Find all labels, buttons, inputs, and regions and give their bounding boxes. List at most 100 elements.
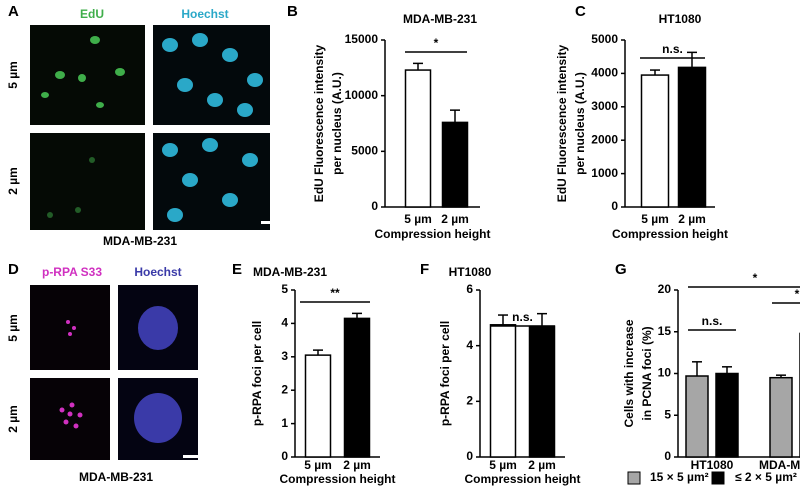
x-tick-label: 5 µm <box>641 212 669 226</box>
nucleus <box>138 306 178 350</box>
panel-letter: E <box>232 261 242 278</box>
chart-title: HT1080 <box>659 12 702 26</box>
edu-nuclei <box>41 36 125 218</box>
chart-title: MDA-MB-231 <box>253 265 327 279</box>
image <box>30 378 110 460</box>
significance-label: ** <box>330 286 340 300</box>
y-axis-label: EdU Fluorescence intensity <box>312 44 326 202</box>
y-tick-label: 5000 <box>591 32 618 46</box>
significance-label: n.s. <box>512 310 533 324</box>
panel-letter: B <box>287 3 298 20</box>
x-tick-label: 2 µm <box>343 458 371 472</box>
channel-label: p-RPA S33 <box>42 265 102 279</box>
legend-label: ≤ 2 × 5 µm² <box>735 470 797 484</box>
y-axis-label: p-RPA foci per cell <box>250 321 264 426</box>
panel-letter: G <box>615 261 627 278</box>
y-tick-label: 6 <box>466 282 473 296</box>
y-tick-label: 5 <box>664 407 671 421</box>
bar <box>640 74 670 208</box>
significance-label: n.s. <box>662 42 683 56</box>
x-tick-label: 5 µm <box>489 458 517 472</box>
y-tick-label: 10000 <box>345 88 379 102</box>
channel-label: Hoechst <box>134 265 181 279</box>
y-tick-label: 10 <box>658 366 672 380</box>
bar <box>769 376 793 458</box>
significance-label: * <box>434 36 439 50</box>
y-tick-label: 20 <box>658 282 672 296</box>
row-label: 5 µm <box>6 314 20 342</box>
bar <box>489 324 517 458</box>
significance-label: * <box>753 271 758 285</box>
y-tick-label: 5000 <box>351 144 378 158</box>
x-axis-label: Compression height <box>464 472 580 486</box>
y-tick-label: 0 <box>664 449 671 463</box>
y-tick-label: 2 <box>466 394 473 408</box>
y-tick-label: 15000 <box>345 32 379 46</box>
hoechst-nuclei <box>162 33 263 222</box>
y-axis-label: Cells with increase <box>622 319 636 427</box>
rpa-foci <box>59 320 83 429</box>
image <box>30 285 110 370</box>
channel-label: Hoechst <box>181 7 228 21</box>
legend-swatch <box>627 471 641 485</box>
channel-label: EdU <box>80 7 104 21</box>
row-label: 5 µm <box>6 61 20 89</box>
x-tick-label: HT1080 <box>691 458 734 472</box>
scale-bar <box>183 455 199 458</box>
panel-letter: A <box>8 3 19 20</box>
y-axis-label: per nucleus (A.U.) <box>330 72 344 175</box>
x-tick-label: 2 µm <box>528 458 556 472</box>
bar <box>715 372 739 458</box>
bar <box>685 375 709 458</box>
bar <box>528 325 556 458</box>
y-tick-label: 0 <box>466 449 473 463</box>
panel-letter: C <box>575 3 586 20</box>
y-tick-label: 1000 <box>591 166 618 180</box>
y-tick-label: 0 <box>611 199 618 213</box>
significance-label: * <box>795 287 800 301</box>
legend-swatch <box>711 471 725 485</box>
y-axis-label: in PCNA foci (%) <box>640 326 654 420</box>
y-tick-label: 2000 <box>591 132 618 146</box>
nucleus <box>134 393 182 443</box>
scale-bar <box>261 221 277 224</box>
row-label: 2 µm <box>6 167 20 195</box>
bar <box>677 66 707 208</box>
image <box>30 25 145 125</box>
y-tick-label: 3000 <box>591 99 618 113</box>
bar <box>343 317 371 458</box>
y-axis-label: p-RPA foci per cell <box>438 321 452 426</box>
y-axis-label: EdU Fluorescence intensity <box>555 44 569 202</box>
x-tick-label: 5 µm <box>404 212 432 226</box>
bar <box>304 354 332 458</box>
caption: MDA-MB-231 <box>79 470 153 484</box>
x-tick-label: 5 µm <box>304 458 332 472</box>
y-tick-label: 4000 <box>591 66 618 80</box>
legend-label: 15 × 5 µm² <box>650 470 709 484</box>
caption: MDA-MB-231 <box>103 234 177 248</box>
y-tick-label: 4 <box>281 316 288 330</box>
y-tick-label: 4 <box>466 338 473 352</box>
bar <box>404 69 432 208</box>
significance-label: n.s. <box>702 314 723 328</box>
y-axis-label: per nucleus (A.U.) <box>573 72 587 175</box>
x-axis-label: Compression height <box>279 472 395 486</box>
row-label: 2 µm <box>6 405 20 433</box>
y-tick-label: 0 <box>281 449 288 463</box>
x-axis-label: Compression height <box>374 227 490 241</box>
y-tick-label: 2 <box>281 382 288 396</box>
y-tick-label: 15 <box>658 324 672 338</box>
x-tick-label: MDA-MB-231 <box>759 458 800 472</box>
x-axis-label: Compression height <box>612 227 728 241</box>
bar <box>441 121 469 208</box>
panel-letter: D <box>8 261 19 278</box>
y-tick-label: 0 <box>371 199 378 213</box>
x-tick-label: 2 µm <box>441 212 469 226</box>
y-tick-label: 3 <box>281 349 288 363</box>
x-tick-label: 2 µm <box>678 212 706 226</box>
chart-title: MDA-MB-231 <box>403 12 477 26</box>
y-tick-label: 1 <box>281 416 288 430</box>
panel-letter: F <box>420 261 429 278</box>
chart-title: HT1080 <box>449 265 492 279</box>
